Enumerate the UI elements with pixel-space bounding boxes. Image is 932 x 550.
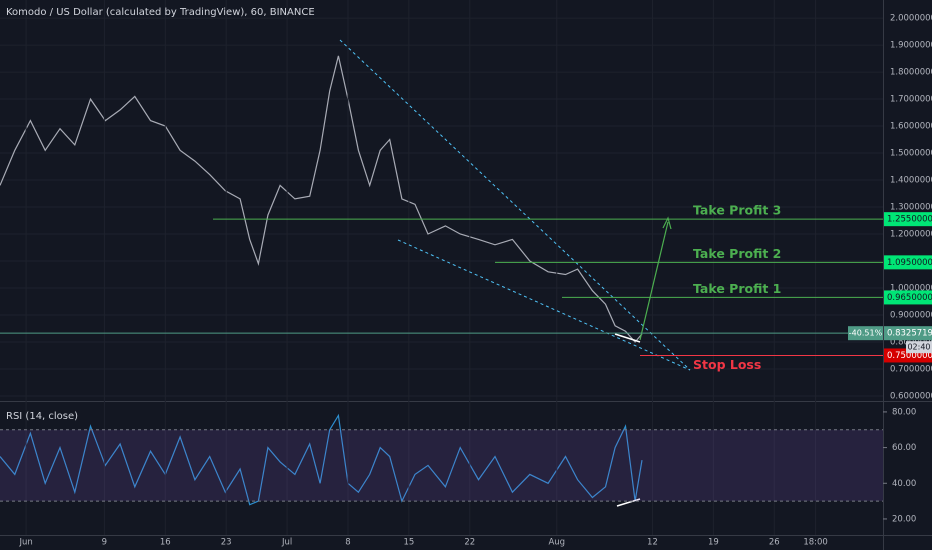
level-label: Take Profit 3: [693, 203, 781, 218]
level-label: Stop Loss: [693, 357, 761, 372]
countdown-tag: [906, 341, 932, 354]
rsi-band: [0, 429, 883, 502]
y-tick-label: 1.90000000: [890, 41, 932, 51]
change-label: -40.51%: [849, 329, 883, 338]
trend-line: [397, 239, 691, 371]
y-tick-label: 1.80000000: [890, 68, 932, 78]
countdown-label: 02:40: [907, 343, 930, 352]
x-tick-label: 18:00: [803, 538, 828, 548]
y-tick-label: 0.90000000: [890, 310, 932, 320]
divergence-line: [614, 333, 641, 343]
price-tag: [884, 212, 932, 227]
x-tick-label: 16: [160, 538, 171, 548]
divergence-line: [616, 498, 641, 507]
level-label: Take Profit 1: [693, 281, 781, 296]
y-tick-label: 1.60000000: [890, 122, 932, 132]
x-tick-label: Aug: [548, 538, 565, 548]
x-tick-label: 22: [464, 538, 475, 548]
rsi-title: RSI (14, close): [6, 411, 78, 422]
last-price-tag: [884, 326, 932, 341]
y-tick-label: 0.60000000: [890, 391, 932, 401]
x-tick-label: 12: [647, 538, 658, 548]
y-tick-label: 1.30000000: [890, 203, 932, 213]
y-tick-label: 1.20000000: [890, 230, 932, 240]
y-tick-label: 1.50000000: [890, 149, 932, 159]
change-tag: [848, 326, 883, 341]
price-tag: [884, 255, 932, 270]
y-tick-label: 1.70000000: [890, 95, 932, 105]
x-tick-label: 26: [769, 538, 780, 548]
price-tag-label: 1.09500000: [887, 258, 932, 268]
price-tag-label: 0.96500000: [887, 293, 932, 303]
x-tick-label: 23: [221, 538, 232, 548]
x-tick-label: 9: [102, 538, 107, 548]
x-tick-label: Jun: [18, 538, 32, 548]
y-tick-label: 60.00: [892, 443, 916, 453]
y-tick-label: 80.00: [892, 407, 916, 417]
arrow-head: [662, 216, 672, 230]
price-tag-label: 1.25500000: [887, 215, 932, 225]
series-line: [0, 55, 643, 343]
price-tag: [884, 290, 932, 305]
last-price-label: 0.83257195: [887, 329, 932, 339]
chart-title: Komodo / US Dollar (calculated by Tradin…: [6, 7, 315, 18]
x-tick-label: 15: [403, 538, 414, 548]
plot: [0, 0, 883, 535]
x-tick-label: Jul: [281, 538, 292, 548]
y-tick-label: 1.00000000: [890, 283, 932, 293]
y-tick-label: 40.00: [892, 479, 916, 489]
arrow-line: [639, 221, 669, 341]
y-tick-label: 2.00000000: [890, 14, 932, 24]
x-tick-label: 19: [708, 538, 719, 548]
y-tick-label: 20.00: [892, 514, 916, 524]
x-tick-label: 8: [345, 538, 350, 548]
series-line: [0, 413, 643, 506]
level-label: Take Profit 2: [693, 246, 781, 261]
y-tick-label: 1.40000000: [890, 176, 932, 186]
trend-line: [339, 39, 691, 371]
y-tick-label: 0.70000000: [890, 364, 932, 374]
